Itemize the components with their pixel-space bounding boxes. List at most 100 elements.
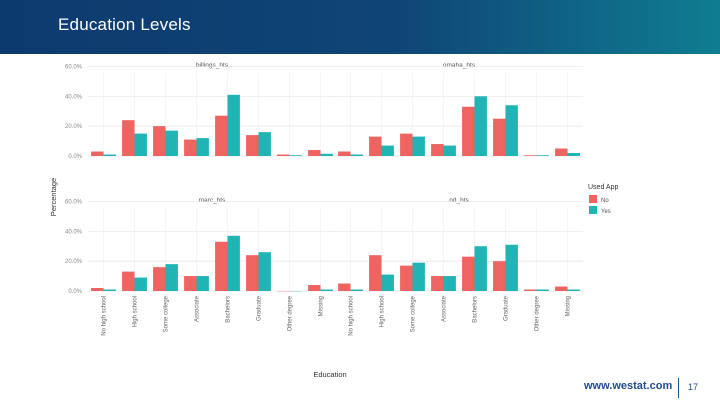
bar-no [122,271,135,291]
bar-yes [567,289,580,291]
x-tick-label: Other degree [288,295,294,331]
faceted-bar-chart: billings_hts 60.0% 40.0% 20.0% 0.0% omaha_hts… [49,62,618,379]
bar-no [400,133,413,156]
bar-no [91,151,104,156]
bar-yes [196,276,209,291]
x-tick-label: Some college [411,295,417,332]
slide-header: Education Levels [0,0,720,54]
bar-no [308,285,321,291]
page-number: 17 [688,382,699,392]
bar-yes [567,153,580,156]
legend-label: No [601,198,609,204]
bar-yes [227,235,240,291]
legend-title: Used App [588,184,618,191]
bar-yes [196,138,209,156]
bar-yes [474,96,487,156]
x-tick-label: Graduate [504,295,510,321]
bar-yes [320,289,333,291]
x-tick-label: Associate [195,295,201,322]
x-tick-label: Missing [566,296,572,316]
bar-no [215,115,228,156]
bar-no [91,288,104,291]
bar-yes [381,274,394,291]
x-tick-label: Graduate [257,295,263,321]
bar-yes [165,264,178,291]
bar-yes [320,153,333,156]
bar-no [246,255,259,291]
x-tick-label: Associate [442,295,448,322]
x-axis-title: Education [313,370,346,379]
bar-yes [536,289,549,291]
bar-no [369,255,382,291]
x-tick-label: Some college [164,295,170,332]
bar-yes [350,289,363,291]
footer-divider [678,378,679,398]
bar-yes [227,94,240,156]
x-tick-label: High school [133,296,139,327]
bar-no [246,135,259,156]
slide-title: Education Levels [58,15,191,34]
panel-title: nd_hts [449,197,469,204]
bar-no [369,136,382,156]
bar-no [555,286,568,291]
legend-label: Yes [601,209,611,215]
bar-yes [134,277,147,291]
legend-swatch-yes [589,206,597,214]
y-tick-label: 60.0% [65,199,83,205]
bar-yes [103,289,116,291]
bar-no [462,256,475,291]
bar-yes [505,244,518,291]
bar-yes [412,136,425,156]
y-tick-label: 20.0% [65,259,83,265]
bar-yes [505,105,518,156]
bar-no [555,148,568,156]
bar-no [153,126,166,156]
bar-yes [103,154,116,156]
x-tick-label: Bachelors [226,296,232,323]
y-axis-title: Percentage [49,178,58,216]
bar-no [122,120,135,156]
x-tick-label: Missing [319,296,325,316]
bar-no [462,106,475,156]
bar-yes [350,154,363,156]
bar-yes [165,130,178,156]
bar-no [493,261,506,291]
bar-no [184,139,197,156]
bar-yes [412,262,425,291]
x-tick-label: No high school [102,296,108,336]
x-tick-label: Other degree [535,295,541,331]
bar-no [153,267,166,291]
bar-yes [536,155,549,156]
x-tick-label: No high school [349,296,355,336]
x-tick-label: Bachelors [473,296,479,323]
bar-yes [258,252,271,291]
bar-yes [381,145,394,156]
bar-no [431,144,444,156]
bar-no [431,276,444,291]
panel-title: billings_hts [196,62,229,69]
bar-no [308,150,321,156]
bar-no [338,283,351,291]
bar-no [524,155,537,156]
x-tick-label: High school [380,296,386,327]
bar-yes [289,155,302,156]
bar-no [277,154,290,156]
y-tick-label: 60.0% [65,64,83,70]
y-tick-label: 0.0% [68,154,82,160]
y-tick-label: 0.0% [68,289,82,295]
y-tick-label: 40.0% [65,229,83,235]
bar-yes [443,145,456,156]
bar-yes [443,276,456,291]
y-tick-label: 20.0% [65,124,83,130]
bar-no [338,151,351,156]
panel-title: marc_hts [199,197,226,204]
panel-title: omaha_hts [443,62,476,69]
legend-swatch-no [589,195,597,203]
bar-no [400,265,413,291]
footer-url[interactable]: www.westat.com [584,380,673,392]
bar-yes [134,133,147,156]
y-tick-label: 40.0% [65,94,83,100]
bar-no [493,118,506,156]
bar-yes [474,246,487,291]
bar-no [184,276,197,291]
